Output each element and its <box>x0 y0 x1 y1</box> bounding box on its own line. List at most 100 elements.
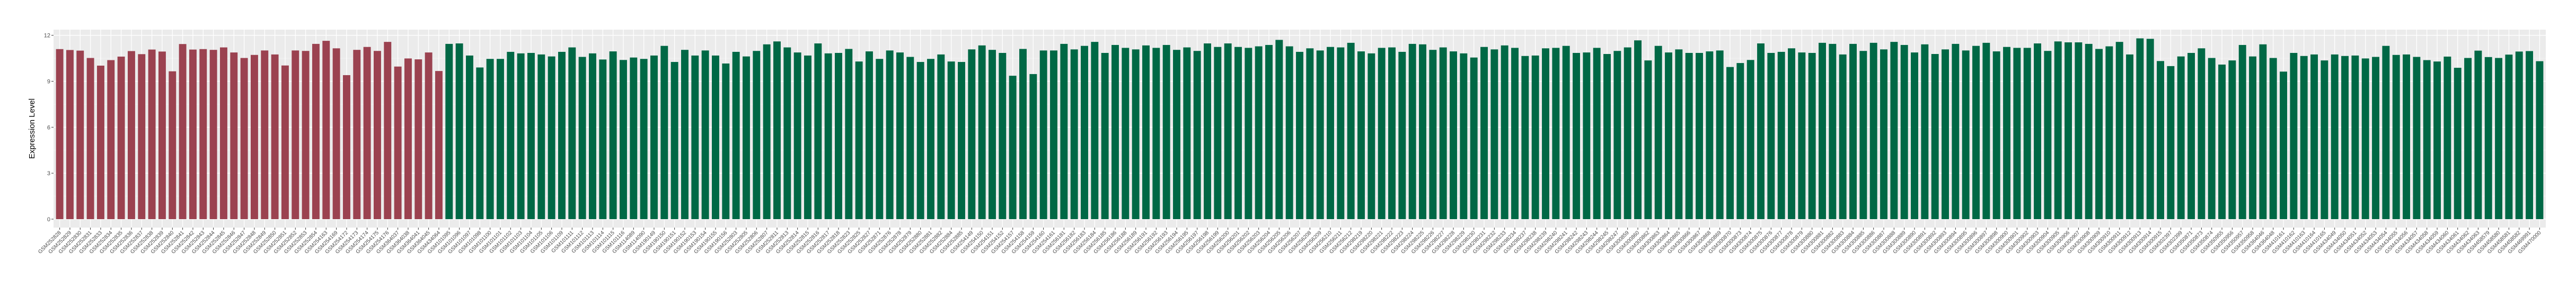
bar-GSM300865 <box>1675 49 1683 220</box>
bar-GSM300909 <box>2095 49 2103 220</box>
bar-GSM300870 <box>1726 67 1734 219</box>
bar-GSM252881 <box>927 59 934 219</box>
bar-GSM254149 <box>968 49 976 220</box>
bar-GSM300913 <box>2136 38 2144 219</box>
bar-GSM300889 <box>1900 44 1908 219</box>
bar-GSM252829 <box>66 50 74 219</box>
bar-GSM252823 <box>845 49 853 220</box>
bar-GSM256208 <box>1306 48 1314 219</box>
bar-GSM254175 <box>373 51 381 220</box>
bar-GSM300891 <box>1921 44 1929 220</box>
bar-GSM300883 <box>1839 54 1847 220</box>
bar-GSM300876 <box>1767 52 1775 220</box>
bar-GSM300902 <box>2023 48 2031 220</box>
bar-GSM300896 <box>1972 46 1980 220</box>
bar-GSM254169 <box>332 48 340 219</box>
bar-GSM256198 <box>1204 43 1211 219</box>
bar-GSM252852 <box>292 50 299 220</box>
bar-GSM434049 <box>2331 54 2339 220</box>
bar-GSM252837 <box>138 54 146 219</box>
bar-GSM252843 <box>199 49 207 219</box>
bar-GSM101101 <box>496 59 504 219</box>
bar-GSM434050 <box>2341 56 2349 220</box>
bar-GSM252844 <box>209 50 217 219</box>
bar-GSM254157 <box>1009 76 1017 219</box>
bar-GSM300911 <box>2115 42 2123 219</box>
bar-GSM254161 <box>1050 50 1057 220</box>
x-axis: GSM252828GSM252829GSM252830GSM252831GSM2… <box>37 228 2543 255</box>
bar-GSM256205 <box>1275 40 1283 219</box>
bar-GSM101102 <box>507 51 515 219</box>
bar-GSM256194 <box>1173 50 1180 219</box>
bar-GSM298231 <box>1480 47 1488 219</box>
bar-GSM101112 <box>578 57 586 219</box>
bar-GSM252842 <box>189 49 197 219</box>
bar-GSM256200 <box>1224 43 1232 219</box>
bar-GSM101105 <box>537 54 545 220</box>
bar-GSM300904 <box>2044 51 2052 220</box>
bar-GSM114090 <box>640 59 648 219</box>
bar-GSM350957 <box>2238 44 2246 219</box>
bar-GSM256189 <box>1132 49 1140 220</box>
bar-GSM190153 <box>691 55 699 219</box>
bar-GSM350871 <box>2187 52 2195 220</box>
bar-GSM256211 <box>1337 47 1345 220</box>
y-axis-title: Expression Level <box>28 98 37 159</box>
bar-GSM350955 <box>2218 64 2226 220</box>
bar-GSM254158 <box>1019 49 1027 220</box>
bar-GSM300878 <box>1788 48 1795 219</box>
bar-GSM300859 <box>1624 47 1631 220</box>
bar-GSM434053 <box>2372 57 2380 219</box>
bar-GSM298226 <box>1429 50 1437 219</box>
bar-GSM252811 <box>773 41 781 219</box>
bar-GSM252882 <box>937 54 945 220</box>
bar-GSM190156 <box>722 63 730 219</box>
bar-GSM101098 <box>476 67 484 219</box>
bar-GSM252803 <box>732 51 740 219</box>
bar-GSM254173 <box>353 50 361 219</box>
bar-GSM252847 <box>240 58 248 220</box>
bar-GSM364038 <box>404 58 412 219</box>
bar-GSM298240 <box>1552 48 1560 220</box>
bar-GSM364045 <box>425 52 433 219</box>
bar-GSM350956 <box>2228 60 2236 219</box>
bar-GSM101114 <box>599 59 607 220</box>
bar-GSM256207 <box>1296 51 1303 219</box>
bar-GSM190152 <box>681 50 689 219</box>
bar-GSM114089 <box>630 57 638 220</box>
bar-GSM300898 <box>1992 51 2000 220</box>
bar-GSM190149 <box>650 55 658 219</box>
bar-GSM434051 <box>2351 55 2359 219</box>
bar-GSM190155 <box>712 55 719 219</box>
bar-GSM256204 <box>1265 44 1273 219</box>
bar-GSM256188 <box>1122 48 1130 220</box>
bar-GSM190151 <box>671 62 678 219</box>
bar-GSM256203 <box>1255 46 1263 220</box>
bar-GSM300877 <box>1777 51 1785 219</box>
bar-GSM256206 <box>1285 46 1293 220</box>
bar-GSM252839 <box>158 51 166 219</box>
bar-GSM300894 <box>1952 43 1960 219</box>
bar-GSM298243 <box>1583 52 1591 219</box>
bar-GSM256182 <box>1070 49 1078 220</box>
bar-GSM434064 <box>435 71 443 219</box>
bar-GSM256193 <box>1162 44 1170 219</box>
bar-GSM410165 <box>2321 60 2328 219</box>
bar-GSM298238 <box>1531 55 1539 219</box>
bar-GSM300868 <box>1706 51 1714 220</box>
bar-GSM256192 <box>1152 48 1160 220</box>
bar-GSM190154 <box>701 50 709 220</box>
bar-GSM252879 <box>906 57 914 219</box>
bar-GSM300875 <box>1757 43 1765 219</box>
bar-GSM350873 <box>2198 48 2206 219</box>
bar-GSM101115 <box>609 51 617 220</box>
bar-GSM256202 <box>1245 48 1252 220</box>
bar-GSM300887 <box>1880 49 1887 220</box>
bar-GSM254152 <box>999 52 1007 220</box>
bar-GSM101113 <box>589 53 596 219</box>
bar-GSM101095 <box>445 43 453 219</box>
bar-GSM254150 <box>978 45 986 219</box>
bar-GSM298230 <box>1470 57 1478 220</box>
bar-GSM254163 <box>322 41 330 219</box>
bar-GSM364048 <box>2269 58 2277 220</box>
